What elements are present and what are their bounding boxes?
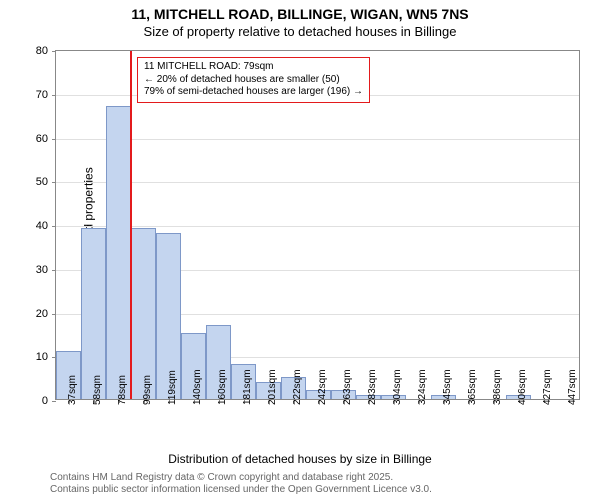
y-tick-label: 10 bbox=[36, 351, 56, 363]
x-tick-label: 99sqm bbox=[142, 375, 153, 405]
plot-area: 0102030405060708037sqm58sqm78sqm99sqm119… bbox=[55, 50, 580, 400]
x-tick-label: 304sqm bbox=[392, 369, 403, 405]
y-tick-label: 60 bbox=[36, 133, 56, 145]
x-tick-label: 386sqm bbox=[492, 369, 503, 405]
x-tick-label: 345sqm bbox=[442, 369, 453, 405]
x-axis-label: Distribution of detached houses by size … bbox=[0, 452, 600, 466]
x-tick-label: 37sqm bbox=[67, 375, 78, 405]
annotation-line: 79% of semi-detached houses are larger (… bbox=[144, 86, 363, 99]
histogram-bar bbox=[131, 228, 156, 399]
y-tick-label: 40 bbox=[36, 220, 56, 232]
x-tick-label: 140sqm bbox=[192, 369, 203, 405]
x-tick-label: 242sqm bbox=[317, 369, 328, 405]
chart-container: 11, MITCHELL ROAD, BILLINGE, WIGAN, WN5 … bbox=[0, 0, 600, 500]
y-tick-label: 0 bbox=[42, 395, 56, 407]
credits-line: Contains HM Land Registry data © Crown c… bbox=[50, 472, 432, 484]
x-tick-label: 58sqm bbox=[92, 375, 103, 405]
y-tick-label: 80 bbox=[36, 45, 56, 57]
gridline bbox=[56, 139, 579, 140]
x-tick-label: 427sqm bbox=[542, 369, 553, 405]
y-tick-label: 20 bbox=[36, 308, 56, 320]
chart-title: 11, MITCHELL ROAD, BILLINGE, WIGAN, WN5 … bbox=[0, 6, 600, 22]
histogram-bar bbox=[81, 228, 106, 399]
x-tick-label: 324sqm bbox=[417, 369, 428, 405]
y-tick-label: 50 bbox=[36, 176, 56, 188]
x-tick-label: 181sqm bbox=[242, 369, 253, 405]
annotation-box: 11 MITCHELL ROAD: 79sqm← 20% of detached… bbox=[137, 57, 370, 103]
annotation-line: 11 MITCHELL ROAD: 79sqm bbox=[144, 61, 363, 74]
histogram-bar bbox=[106, 106, 131, 399]
annotation-line: ← 20% of detached houses are smaller (50… bbox=[144, 74, 363, 87]
x-tick-label: 160sqm bbox=[217, 369, 228, 405]
gridline bbox=[56, 182, 579, 183]
x-tick-label: 222sqm bbox=[292, 369, 303, 405]
x-tick-label: 201sqm bbox=[267, 369, 278, 405]
y-tick-label: 70 bbox=[36, 89, 56, 101]
credits-line: Contains public sector information licen… bbox=[50, 484, 432, 496]
gridline bbox=[56, 226, 579, 227]
x-tick-label: 365sqm bbox=[467, 369, 478, 405]
x-tick-label: 119sqm bbox=[167, 370, 178, 405]
x-tick-label: 447sqm bbox=[567, 369, 578, 405]
x-tick-label: 406sqm bbox=[517, 369, 528, 405]
x-tick-label: 283sqm bbox=[367, 369, 378, 405]
y-tick-label: 30 bbox=[36, 264, 56, 276]
x-tick-label: 263sqm bbox=[342, 369, 353, 405]
x-tick-label: 78sqm bbox=[117, 375, 128, 405]
credits: Contains HM Land Registry data © Crown c… bbox=[50, 472, 432, 496]
chart-subtitle: Size of property relative to detached ho… bbox=[0, 24, 600, 39]
marker-line bbox=[130, 51, 132, 399]
